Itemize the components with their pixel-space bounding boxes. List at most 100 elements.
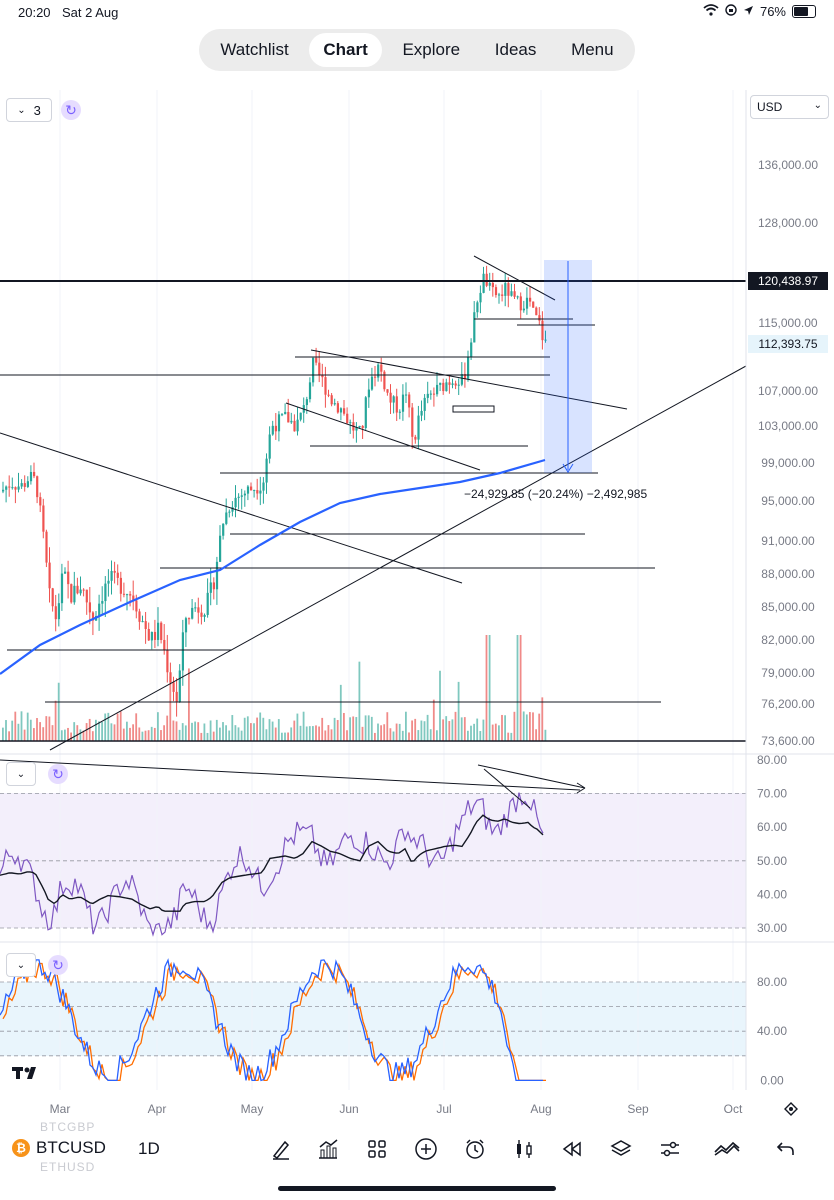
volume-bar [237,727,240,741]
tab-chart[interactable]: Chart [309,33,382,67]
candle-body [392,396,395,403]
candle-body [225,512,228,524]
alert-icon[interactable] [460,1134,490,1164]
add-icon[interactable] [411,1134,441,1164]
layers-icon[interactable] [606,1134,636,1164]
candle-body [54,606,57,620]
volume-bar [411,720,413,741]
price-tick-label: 73,600.00 [761,734,815,748]
volume-bar [88,718,91,741]
volume-bar [107,712,110,741]
replay-icon[interactable] [557,1134,587,1164]
tab-menu[interactable]: Menu [571,40,614,59]
candle-body [498,294,501,296]
symbol-ticker: BTCUSD [36,1138,106,1157]
candle-body [188,618,191,620]
volume-bar [225,725,227,741]
settings-sliders-icon[interactable] [655,1134,685,1164]
tab-watchlist[interactable]: Watchlist [220,40,289,59]
volume-bar [315,725,317,741]
candle-body [17,486,20,490]
candle-body [491,282,494,288]
volume-bar [23,729,26,741]
volume-bar [250,723,252,741]
candle-body [529,297,532,302]
volume-bar [215,719,218,741]
candles-icon[interactable] [509,1134,539,1164]
candle-body [364,397,367,429]
volume-bar [64,729,66,741]
candle-body [256,490,259,494]
candle-body [318,362,321,375]
candle-body [485,273,488,286]
candle-body [64,571,67,574]
volume-bar [119,711,122,741]
rsi-cycle-icon[interactable]: ↻ [48,764,68,784]
candle-body [535,307,538,316]
reset-icon[interactable] [784,1102,798,1116]
candle-body [479,292,482,303]
candle-body [178,670,181,702]
volume-bar [110,723,113,741]
candle-body [401,394,405,412]
volume-bar [380,725,382,741]
candle-body [414,436,417,440]
volume-bar [386,712,389,741]
volume-bar [423,721,426,741]
cycle-icon[interactable]: ↻ [61,100,81,120]
candle-body [451,383,454,385]
time-tick-label: Oct [724,1102,743,1116]
candle-body [67,571,70,585]
volume-bar [129,727,131,741]
tab-explore[interactable]: Explore [402,40,461,59]
candle-body [374,376,377,378]
interval-selector[interactable]: 1D [138,1139,160,1158]
candle-body [51,588,54,607]
volume-bar [287,732,289,741]
price-tick-label: 85,000.00 [761,600,815,614]
candle-body [476,302,479,313]
volume-bar [138,727,141,741]
candle-body [228,511,231,513]
price-tick-label: 91,000.00 [761,534,815,548]
volume-bar [281,732,283,741]
volume-bar [420,720,423,741]
candle-body [172,682,175,692]
candle-body [423,397,426,411]
volume-bar [535,729,537,741]
volume-bar [33,728,35,741]
volume-bar [302,711,305,741]
volume-bar [188,668,190,741]
stoch-cycle-icon[interactable]: ↻ [48,955,68,975]
symbol-selector[interactable]: ₿ BTCUSD [12,1138,106,1158]
legend-toggle[interactable]: ⌄ 3 [6,98,52,122]
candle-body [494,287,498,296]
volume-bar [451,719,454,741]
bottom-toolbar: BTCGBP ₿ BTCUSD ETHUSD 1D [0,1120,834,1174]
volume-bar [305,726,308,741]
tab-ideas[interactable]: Ideas [494,40,537,59]
volume-bar [532,712,534,741]
volume-bar [98,721,100,741]
volume-bar [147,730,150,741]
volume-bar [290,727,293,741]
volume-bar [349,717,351,741]
compare-icon[interactable] [712,1134,742,1164]
brush-icon[interactable] [266,1134,296,1164]
volume-bar [175,721,178,741]
layouts-icon[interactable] [362,1134,392,1164]
stoch-legend-toggle[interactable]: ⌄ [6,953,36,977]
candle-body [293,420,296,432]
undo-icon[interactable] [770,1134,800,1164]
rsi-legend-toggle[interactable]: ⌄ [6,762,36,786]
volume-bar [91,731,94,741]
volume-bar [333,717,336,741]
currency-select[interactable]: USD ⌄ [750,95,829,119]
indicator-count: 3 [33,102,41,118]
volume-bar [284,732,286,741]
volume-bar [377,723,379,741]
indicators-icon[interactable] [313,1134,343,1164]
candle-body [296,419,299,432]
candle-body [243,493,246,496]
